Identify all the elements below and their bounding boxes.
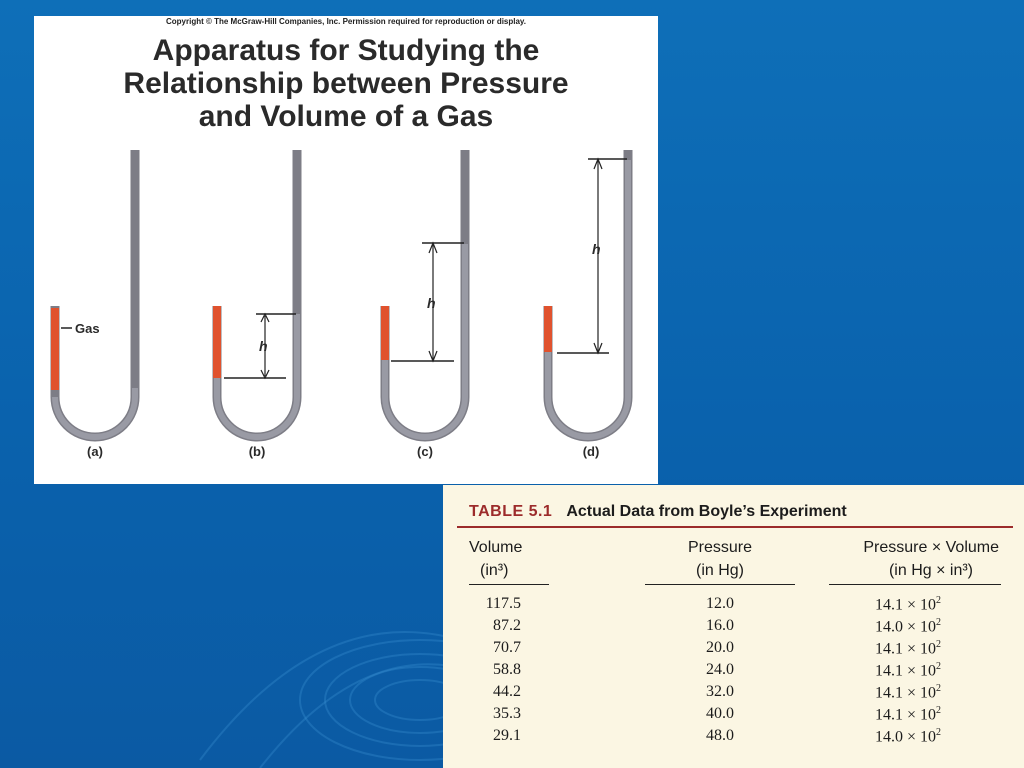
gas-column (381, 306, 389, 360)
table-row: 29.1 48.0 14.0 × 102 (443, 727, 1024, 749)
header-rule (829, 584, 1001, 585)
panel-label-d: (d) (583, 444, 600, 459)
panel-label-b: (b) (249, 444, 266, 459)
panel-label-c: (c) (417, 444, 433, 459)
u-tube-d (543, 150, 633, 442)
figure-title-line: Apparatus for Studying the (152, 34, 540, 67)
header-volume-unit: (in³) (480, 562, 509, 579)
height-label: h (592, 241, 601, 257)
cell-volume: 29.1 (493, 727, 521, 744)
cell-pressure: 24.0 (706, 661, 734, 678)
cell-pressure: 40.0 (706, 705, 734, 722)
header-rule (645, 584, 795, 585)
cell-volume: 58.8 (493, 661, 521, 678)
gas-label: Gas (75, 321, 100, 336)
cell-product: 14.0 × 102 (875, 727, 942, 746)
table-row: 117.5 12.0 14.1 × 102 (443, 595, 1024, 617)
u-tube-diagrams: Gas h h h (a) (b) (c) (d) (50, 150, 633, 459)
figure-title-line: and Volume of a Gas (198, 100, 494, 133)
u-tube-a (50, 150, 140, 442)
cell-volume: 35.3 (493, 705, 521, 722)
cell-volume: 44.2 (493, 683, 521, 700)
header-product: Pressure × Volume (863, 539, 999, 556)
cell-product: 14.1 × 102 (875, 683, 942, 702)
table-number: TABLE 5.1 (469, 503, 553, 520)
panel-label-a: (a) (87, 444, 103, 459)
table-title: Actual Data from Boyle’s Experiment (566, 503, 847, 520)
table-row: 70.7 20.0 14.1 × 102 (443, 639, 1024, 661)
apparatus-figure: Copyright © The McGraw-Hill Companies, I… (34, 16, 658, 484)
cell-product: 14.1 × 102 (875, 705, 942, 724)
header-pressure-unit: (in Hg) (695, 562, 744, 579)
height-label: h (427, 295, 436, 311)
table-top-rule (457, 526, 1013, 528)
cell-pressure: 48.0 (706, 727, 734, 744)
cell-product: 14.0 × 102 (875, 617, 942, 636)
header-pressure: Pressure (687, 539, 753, 556)
header-volume: Volume (469, 539, 523, 556)
table-row: 44.2 32.0 14.1 × 102 (443, 683, 1024, 705)
gas-column (544, 306, 552, 352)
table-body: 117.5 12.0 14.1 × 102 87.2 16.0 14.0 × 102 70.… (443, 595, 1024, 749)
cell-pressure: 12.0 (706, 595, 734, 612)
u-tube-b (212, 150, 302, 442)
cell-pressure: 16.0 (706, 617, 734, 634)
cell-volume: 117.5 (485, 595, 521, 612)
cell-volume: 70.7 (493, 639, 521, 656)
table-row: 58.8 24.0 14.1 × 102 (443, 661, 1024, 683)
cell-pressure: 32.0 (706, 683, 734, 700)
cell-product: 14.1 × 102 (875, 639, 942, 658)
cell-product: 14.1 × 102 (875, 661, 942, 680)
cell-pressure: 20.0 (706, 639, 734, 656)
boyle-data-table: TABLE 5.1 Actual Data from Boyle’s Experi… (443, 485, 1024, 768)
table-row: 35.3 40.0 14.1 × 102 (443, 705, 1024, 727)
cell-volume: 87.2 (493, 617, 521, 634)
table-row: 87.2 16.0 14.0 × 102 (443, 617, 1024, 639)
header-product-unit: (in Hg × in³) (888, 562, 973, 579)
height-label: h (259, 338, 268, 354)
cell-product: 14.1 × 102 (875, 595, 942, 614)
u-tube-c (380, 150, 470, 442)
table-caption: TABLE 5.1 Actual Data from Boyle’s Experi… (469, 503, 847, 521)
gas-column (213, 306, 221, 378)
figure-title: Apparatus for Studying the Relationship … (34, 34, 658, 133)
copyright-notice: Copyright © The McGraw-Hill Companies, I… (165, 17, 527, 26)
figure-title-line: Relationship between Pressure (123, 67, 569, 100)
gas-column (51, 308, 59, 390)
header-rule (469, 584, 549, 585)
